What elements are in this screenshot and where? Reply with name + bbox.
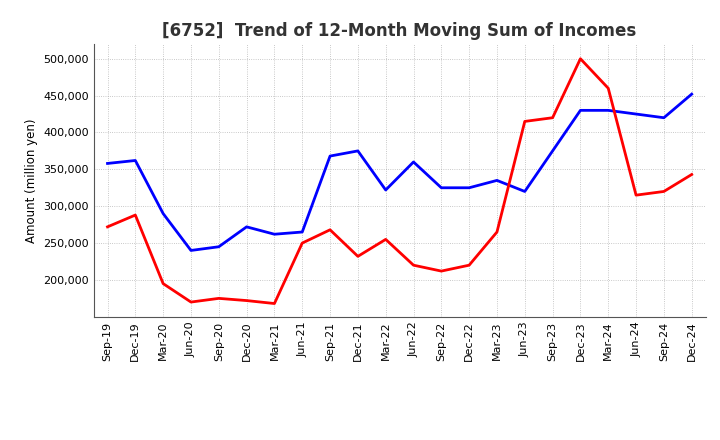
Net Income (382, 237, 390, 242)
Net Income (215, 296, 223, 301)
Net Income (549, 115, 557, 121)
Ordinary Income (688, 92, 696, 97)
Line: Ordinary Income: Ordinary Income (107, 94, 692, 250)
Net Income (325, 227, 334, 232)
Ordinary Income (660, 115, 668, 121)
Ordinary Income (604, 108, 613, 113)
Net Income (604, 86, 613, 91)
Net Income (688, 172, 696, 177)
Ordinary Income (631, 111, 640, 117)
Net Income (437, 268, 446, 274)
Net Income (631, 193, 640, 198)
Ordinary Income (492, 178, 501, 183)
Ordinary Income (131, 158, 140, 163)
Ordinary Income (325, 154, 334, 159)
Ordinary Income (382, 187, 390, 193)
Net Income (576, 56, 585, 62)
Title: [6752]  Trend of 12-Month Moving Sum of Incomes: [6752] Trend of 12-Month Moving Sum of I… (163, 22, 636, 40)
Ordinary Income (354, 148, 362, 154)
Line: Net Income: Net Income (107, 59, 692, 304)
Net Income (354, 254, 362, 259)
Net Income (131, 213, 140, 218)
Ordinary Income (549, 148, 557, 154)
Net Income (465, 263, 474, 268)
Y-axis label: Amount (million yen): Amount (million yen) (24, 118, 37, 242)
Net Income (492, 229, 501, 235)
Ordinary Income (186, 248, 195, 253)
Net Income (242, 298, 251, 303)
Net Income (521, 119, 529, 124)
Net Income (298, 240, 307, 246)
Ordinary Income (465, 185, 474, 191)
Ordinary Income (521, 189, 529, 194)
Net Income (159, 281, 168, 286)
Ordinary Income (270, 231, 279, 237)
Ordinary Income (103, 161, 112, 166)
Ordinary Income (409, 159, 418, 165)
Net Income (270, 301, 279, 306)
Net Income (103, 224, 112, 230)
Ordinary Income (576, 108, 585, 113)
Net Income (186, 299, 195, 304)
Net Income (660, 189, 668, 194)
Net Income (409, 263, 418, 268)
Ordinary Income (298, 229, 307, 235)
Ordinary Income (437, 185, 446, 191)
Ordinary Income (242, 224, 251, 230)
Ordinary Income (215, 244, 223, 249)
Ordinary Income (159, 211, 168, 216)
